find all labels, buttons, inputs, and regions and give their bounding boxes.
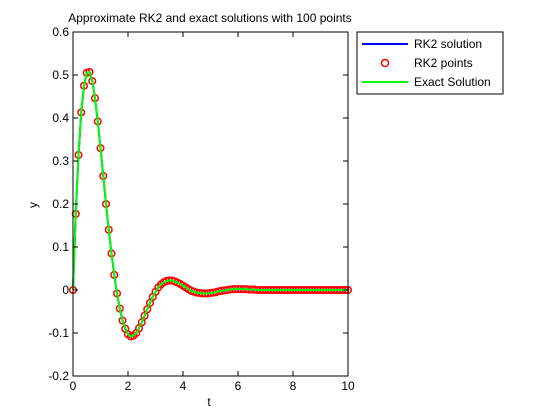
y-tick-label: 0.1: [52, 240, 69, 254]
plot-frame: [72, 31, 349, 377]
rk2-point-marker: [140, 311, 149, 320]
y-tick-label: 0.6: [52, 25, 69, 39]
rk2-point-marker: [137, 318, 146, 327]
y-tick-label: -0.1: [48, 326, 69, 340]
legend-swatch-rk2-points: [380, 58, 390, 68]
legend: RK2 solution RK2 points Exact Solution: [356, 31, 504, 95]
y-tick-label: -0.2: [48, 369, 69, 383]
x-axis-label: t: [207, 395, 211, 409]
y-axis-label: y: [26, 202, 40, 208]
plot-content: [68, 67, 353, 341]
legend-label-rk2-points: RK2 points: [414, 56, 473, 70]
y-tick-label: 0.4: [52, 111, 69, 125]
y-tick-label: 0: [62, 283, 69, 297]
legend-label-exact-solution: Exact Solution: [414, 75, 491, 89]
x-tick-label: 4: [180, 379, 187, 393]
series-line-exact-solution: [72, 70, 348, 338]
x-tick-label: 6: [235, 379, 242, 393]
chart-title: Approximate RK2 and exact solutions with…: [68, 11, 352, 25]
axes: 0 2 4 6 8 10 -0.2 -0.1 0 0.1 0.2 0.3 0.4 0.5 0.6: [48, 25, 355, 393]
x-tick-label: 10: [341, 379, 355, 393]
y-tick-label: 0.3: [52, 154, 69, 168]
x-tick-label: 0: [70, 379, 77, 393]
x-tick-label: 2: [125, 379, 132, 393]
y-tick-label: 0.2: [52, 197, 69, 211]
rk2-point-marker: [143, 305, 152, 314]
y-tick-label: 0.5: [52, 68, 69, 82]
legend-label-rk2-solution: RK2 solution: [414, 37, 482, 51]
x-tick-label: 8: [290, 379, 297, 393]
